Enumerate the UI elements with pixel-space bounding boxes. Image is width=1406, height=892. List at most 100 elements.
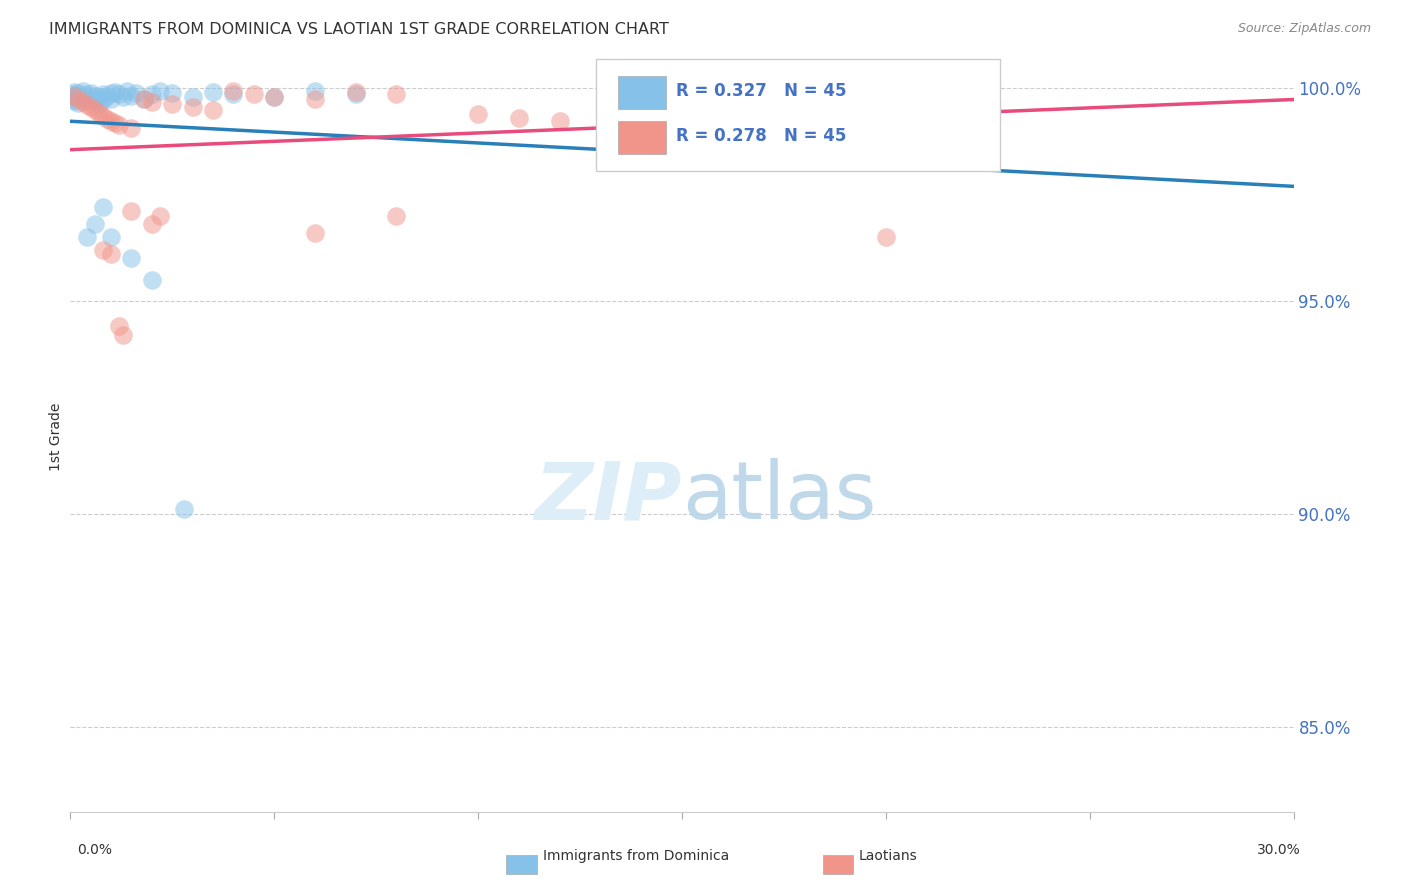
Point — [875, 85, 897, 99]
Point — [76, 94, 98, 108]
Point — [181, 100, 204, 114]
Point — [222, 87, 245, 102]
Point — [671, 117, 693, 131]
Point — [263, 90, 285, 104]
Point — [87, 90, 110, 104]
Y-axis label: 1st Grade: 1st Grade — [49, 403, 63, 471]
Point — [67, 86, 90, 100]
Point — [91, 93, 114, 107]
Point — [117, 84, 139, 98]
Text: ZIP: ZIP — [534, 458, 682, 536]
Point — [752, 123, 775, 137]
Point — [793, 90, 815, 104]
Point — [91, 200, 114, 214]
Point — [83, 103, 105, 117]
Point — [304, 92, 326, 106]
Point — [385, 209, 408, 223]
Point — [162, 97, 183, 112]
Point — [79, 86, 103, 100]
Point — [141, 272, 163, 286]
Point — [181, 90, 204, 104]
Text: Immigrants from Dominica: Immigrants from Dominica — [543, 849, 728, 863]
Point — [108, 319, 131, 334]
Text: IMMIGRANTS FROM DOMINICA VS LAOTIAN 1ST GRADE CORRELATION CHART: IMMIGRANTS FROM DOMINICA VS LAOTIAN 1ST … — [49, 22, 669, 37]
Point — [76, 87, 98, 102]
Point — [956, 88, 979, 103]
Point — [108, 119, 131, 133]
Point — [108, 87, 131, 102]
Point — [91, 87, 114, 102]
Point — [467, 106, 489, 120]
Point — [243, 87, 266, 102]
Point — [121, 204, 143, 219]
Point — [304, 226, 326, 240]
Point — [83, 217, 105, 231]
Point — [100, 114, 122, 128]
Point — [96, 112, 118, 126]
Point — [100, 230, 122, 244]
Point — [132, 92, 155, 106]
Text: 0.0%: 0.0% — [77, 843, 112, 857]
Point — [915, 87, 938, 102]
Point — [112, 90, 135, 104]
Point — [149, 209, 172, 223]
Point — [65, 89, 87, 103]
Point — [344, 87, 367, 102]
Point — [60, 87, 83, 102]
FancyBboxPatch shape — [619, 121, 666, 153]
Point — [100, 247, 122, 261]
Point — [344, 85, 367, 99]
Point — [76, 230, 98, 244]
Point — [263, 90, 285, 104]
Point — [222, 84, 245, 98]
Point — [100, 86, 122, 100]
Point — [173, 502, 195, 516]
Point — [76, 98, 98, 112]
Point — [834, 88, 856, 103]
Point — [112, 327, 135, 342]
Point — [141, 95, 163, 109]
Point — [149, 84, 172, 98]
Text: atlas: atlas — [682, 458, 876, 536]
Point — [67, 92, 90, 106]
Point — [304, 84, 326, 98]
Point — [72, 90, 94, 104]
Point — [124, 86, 146, 100]
Point — [121, 88, 143, 103]
Point — [141, 87, 163, 102]
Point — [63, 85, 86, 99]
Point — [121, 252, 143, 266]
Point — [67, 95, 90, 110]
Point — [875, 230, 897, 244]
Text: R = 0.327   N = 45: R = 0.327 N = 45 — [676, 82, 846, 100]
Point — [79, 100, 103, 114]
Point — [63, 94, 86, 108]
Point — [141, 217, 163, 231]
Point — [385, 87, 408, 102]
Point — [132, 92, 155, 106]
Text: R = 0.278   N = 45: R = 0.278 N = 45 — [676, 127, 846, 145]
Point — [91, 243, 114, 257]
Point — [96, 89, 118, 103]
Point — [72, 84, 94, 98]
Point — [87, 105, 110, 120]
Point — [508, 111, 530, 125]
FancyBboxPatch shape — [596, 59, 1000, 171]
Point — [63, 88, 86, 103]
Point — [548, 114, 571, 128]
Point — [711, 120, 734, 135]
Text: Laotians: Laotians — [859, 849, 918, 863]
Point — [162, 86, 183, 100]
Point — [62, 92, 84, 106]
Point — [83, 95, 105, 109]
Point — [100, 92, 122, 106]
Point — [121, 121, 143, 136]
Point — [79, 92, 103, 106]
Point — [104, 116, 127, 130]
Point — [202, 85, 225, 99]
Point — [91, 109, 114, 123]
Text: Source: ZipAtlas.com: Source: ZipAtlas.com — [1237, 22, 1371, 36]
FancyBboxPatch shape — [619, 76, 666, 109]
Point — [202, 103, 225, 117]
Point — [87, 97, 110, 112]
